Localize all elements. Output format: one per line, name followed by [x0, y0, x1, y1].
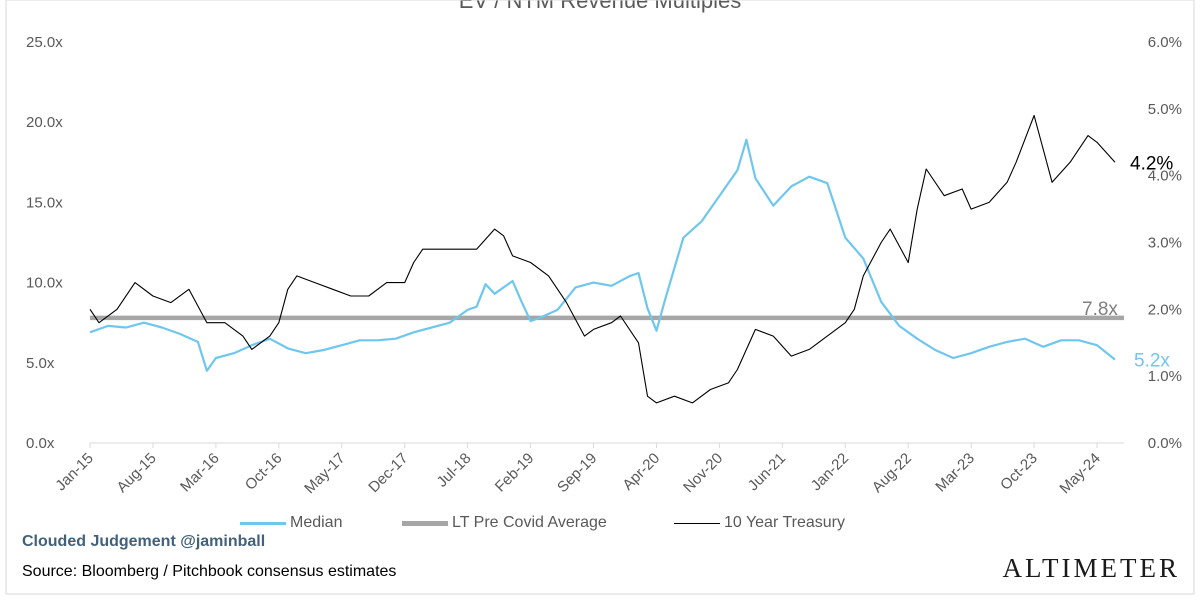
legend-label-lt-average: LT Pre Covid Average	[452, 514, 607, 531]
x-tick-label: Aug-22	[869, 450, 915, 496]
y-right-tick-label: 0.0%	[1148, 435, 1182, 452]
chart-legend: Median LT Pre Covid Average 10 Year Trea…	[0, 514, 1200, 534]
y-right-tick-label: 2.0%	[1148, 301, 1182, 318]
x-tick-label: Mar-16	[177, 450, 223, 496]
legend-swatch-lt-average	[402, 520, 448, 526]
x-tick-label: Jan-15	[52, 450, 96, 494]
series-layer	[89, 114, 1124, 404]
y-left-tick-label: 5.0x	[26, 355, 55, 372]
end-labels-layer: 5.2x 7.8x 4.2%	[1082, 153, 1173, 371]
legend-item-treasury: 10 Year Treasury	[674, 514, 845, 532]
x-tick-label: Jul-18	[434, 450, 475, 491]
y-right-tick-label: 5.0%	[1148, 101, 1182, 118]
y-right-tick-label: 1.0%	[1148, 368, 1182, 385]
legend-item-median: Median	[240, 514, 342, 532]
y-left-tick-label: 25.0x	[26, 34, 63, 51]
x-tick-label: Mar-23	[932, 450, 978, 496]
x-tick-label: Jun-21	[745, 450, 789, 494]
y-left-tick-label: 15.0x	[26, 194, 63, 211]
x-tick-label: May-24	[1056, 450, 1103, 497]
x-tick-label: Apr-20	[619, 450, 663, 494]
series-line-median	[89, 138, 1116, 372]
x-tick-label: Oct-16	[242, 450, 286, 494]
x-tick-label: Oct-23	[997, 450, 1041, 494]
watermark-text: Clouded Judgement @jaminball	[22, 533, 266, 550]
y-left-tick-label: 10.0x	[26, 275, 63, 292]
legend-swatch-median	[240, 521, 286, 525]
y-left-tick-label: 0.0x	[26, 435, 55, 452]
x-tick-label: Feb-19	[492, 450, 538, 496]
end-label-treasury: 4.2%	[1130, 153, 1173, 174]
legend-label-treasury: 10 Year Treasury	[724, 514, 845, 531]
end-label-median: 5.2x	[1134, 351, 1170, 372]
x-tick-label: May-17	[301, 450, 348, 497]
x-tick-label: Jan-22	[808, 450, 852, 494]
y-right-tick-label: 6.0%	[1148, 34, 1182, 51]
axes-layer: 0.0x 5.0x 10.0x 15.0x 20.0x 25.0x 0.0% 1.0% 2.0%…	[26, 34, 1182, 497]
y-right-tick-label: 3.0%	[1148, 235, 1182, 252]
chart-title: EV / NTM Revenue Multiples	[458, 0, 742, 13]
series-line-treasury	[89, 114, 1116, 404]
legend-label-median: Median	[290, 514, 343, 531]
y-right-tick-label: 4.0%	[1148, 168, 1182, 185]
x-tick-label: Dec-17	[365, 450, 411, 496]
legend-swatch-treasury	[674, 522, 720, 524]
x-tick-label: Aug-15	[114, 450, 160, 496]
y-left-tick-label: 20.0x	[26, 114, 63, 131]
source-text: Source: Bloomberg / Pitchbook consensus …	[22, 563, 397, 580]
x-tick-label: Nov-20	[680, 450, 726, 496]
brand-logo: ALTIMETER	[1002, 553, 1180, 583]
x-tick-label: Sep-19	[554, 450, 600, 496]
legend-item-lt-average: LT Pre Covid Average	[402, 514, 607, 532]
chart-border	[5, 0, 1195, 595]
end-label-lt-average: 7.8x	[1082, 299, 1118, 320]
